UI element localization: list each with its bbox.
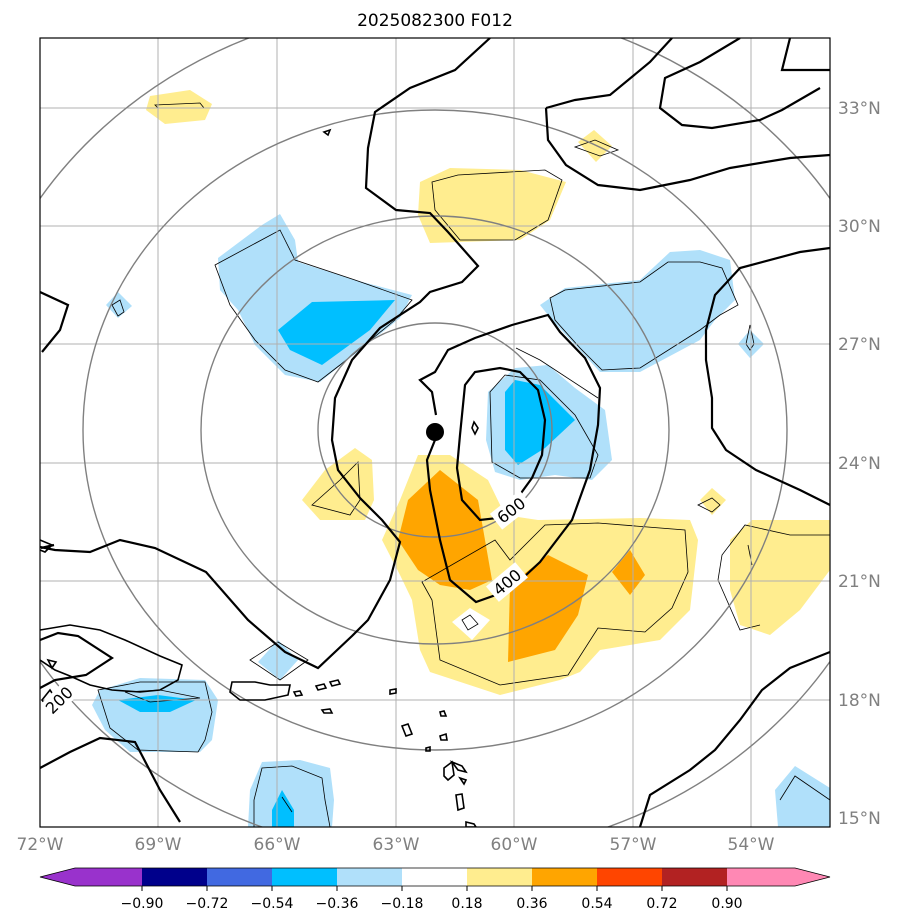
figure-title: 2025082300 F012 <box>357 11 513 31</box>
colorbar-seg-9 <box>597 868 662 886</box>
map-frame <box>39 37 831 828</box>
colorbar: −0.90 −0.72 −0.54 −0.36 −0.18 0.18 0.36 … <box>39 867 831 912</box>
colorbar-seg-5 <box>337 868 402 886</box>
lat-label: 15°N <box>838 809 881 829</box>
colorbar-seg-10 <box>662 868 727 886</box>
range-rings <box>40 38 830 827</box>
inner-contours <box>418 313 602 604</box>
coastlines <box>40 128 477 827</box>
colorbar-seg-3 <box>207 868 272 886</box>
small-closed-contour <box>471 420 479 436</box>
colorbar-under-extend <box>40 868 142 886</box>
lon-label: 54°W <box>728 835 775 855</box>
lat-label: 24°N <box>838 454 881 474</box>
colorbar-tick-label: −0.18 <box>381 896 424 912</box>
lon-label: 66°W <box>254 835 301 855</box>
lat-lon-gridlines <box>40 38 830 827</box>
colorbar-seg-7 <box>467 868 532 886</box>
colorbar-seg-6 <box>402 868 467 886</box>
colorbar-over-extend <box>727 868 830 886</box>
shading-orange <box>398 470 645 662</box>
colorbar-tick-label: 0.18 <box>451 896 482 912</box>
colorbar-tick-label: 0.90 <box>711 896 742 912</box>
colorbar-tick-label: 0.72 <box>646 896 677 912</box>
lat-label: 18°N <box>838 691 881 711</box>
lat-label: 33°N <box>838 99 881 119</box>
colorbar-tick-label: −0.90 <box>121 896 164 912</box>
shading-white-hole <box>452 608 490 640</box>
storm-center-marker[interactable] <box>426 423 444 441</box>
colorbar-tick-label: 0.54 <box>581 896 612 912</box>
lon-label: 57°W <box>610 835 657 855</box>
lat-label: 27°N <box>838 335 881 355</box>
longitude-labels: 72°W 69°W 66°W 63°W 60°W 57°W 54°W <box>17 835 775 855</box>
colorbar-seg-4 <box>272 868 337 886</box>
colorbar-tick-label: −0.54 <box>251 896 294 912</box>
colorbar-tick-label: −0.72 <box>186 896 229 912</box>
lat-label: 21°N <box>838 572 881 592</box>
lon-label: 60°W <box>491 835 538 855</box>
lat-label: 30°N <box>838 217 881 237</box>
colorbar-outline <box>39 867 831 887</box>
thick-contours <box>40 38 830 827</box>
lon-label: 63°W <box>373 835 420 855</box>
latitude-labels: 33°N 30°N 27°N 24°N 21°N 18°N 15°N <box>838 99 881 829</box>
colorbar-seg-8 <box>532 868 597 886</box>
lon-label: 72°W <box>17 835 64 855</box>
colorbar-seg-2 <box>142 868 207 886</box>
colorbar-tick-label: 0.36 <box>516 896 547 912</box>
lon-label: 69°W <box>135 835 182 855</box>
colorbar-tick-label: −0.36 <box>316 896 359 912</box>
